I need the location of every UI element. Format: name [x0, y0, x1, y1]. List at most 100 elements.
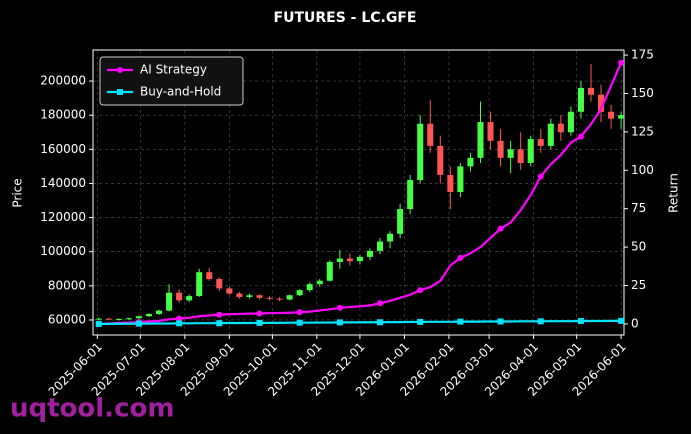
candle-body [618, 115, 625, 119]
candle-body [256, 295, 263, 298]
candle-body [226, 288, 233, 294]
line-marker [618, 317, 625, 324]
line-marker [336, 319, 343, 326]
y-tick-label: 160000 [40, 142, 86, 156]
candle-body [477, 122, 484, 158]
candle-body [377, 241, 384, 251]
y-tick-label: 140000 [40, 176, 86, 190]
y-tick-label: 80000 [48, 278, 86, 292]
candle-body [427, 123, 434, 146]
candle-body [366, 250, 373, 257]
candle-body [336, 258, 343, 262]
series-line [98, 62, 623, 326]
legend-label: Buy-and-Hold [140, 85, 221, 99]
line-marker [256, 310, 263, 317]
candle-body [457, 166, 464, 192]
candle-body [537, 139, 544, 146]
line-marker [497, 225, 504, 232]
candle-body [266, 297, 273, 299]
candle-body [316, 280, 323, 285]
line-marker [618, 59, 625, 66]
candle-body [236, 293, 243, 297]
line-marker [216, 320, 223, 327]
line-marker [176, 315, 183, 322]
line-marker [457, 254, 464, 261]
line-marker [537, 318, 544, 325]
legend: AI Strategy Buy-and-Hold [99, 56, 244, 106]
candle-body [397, 209, 404, 234]
series-line [98, 319, 622, 326]
candle-body [286, 295, 293, 300]
candle-body [507, 149, 514, 158]
line-marker [135, 320, 142, 327]
chart-title: FUTURES - LC.GFE [274, 10, 417, 26]
candle-body [206, 272, 213, 280]
candle-body [326, 261, 333, 281]
y2-tick-label: 175 [631, 48, 654, 62]
candle-body [125, 318, 132, 320]
candle-body [497, 140, 504, 158]
line-marker [497, 318, 504, 325]
line-marker [296, 319, 303, 326]
y2-axis-label: Return [667, 173, 681, 213]
candle-body [216, 279, 223, 289]
line-marker [117, 67, 123, 73]
candle-body [145, 314, 152, 317]
line-marker [577, 133, 584, 140]
y-tick-label: 180000 [40, 108, 86, 122]
candle-body [527, 139, 534, 163]
y-tick-label: 120000 [40, 210, 86, 224]
y2-tick-label: 75 [631, 201, 646, 215]
candle-body [186, 296, 193, 301]
y2-tick-label: 100 [631, 163, 654, 177]
line-marker [377, 300, 384, 307]
candle-body [346, 258, 353, 262]
candle-body [246, 295, 253, 297]
y-tick-label: 100000 [40, 244, 86, 258]
candle-body [577, 87, 584, 112]
candle-body [306, 284, 313, 291]
line-marker [256, 319, 263, 326]
line-marker [457, 318, 464, 325]
watermark: uqtool.com [10, 394, 174, 424]
candle-body [417, 123, 424, 181]
candle-body [296, 290, 303, 296]
candle-body [115, 318, 122, 320]
y-axis-label: Price [11, 178, 25, 207]
candle-body [437, 145, 444, 175]
candle-body [547, 123, 554, 146]
y-tick-label: 60000 [48, 312, 86, 326]
candle-body [487, 122, 494, 141]
candle-body [356, 256, 363, 262]
candle-body [517, 149, 524, 163]
line-marker [216, 311, 223, 318]
plot-frame [92, 49, 625, 336]
candle-body [598, 94, 605, 112]
candle-body [196, 272, 203, 297]
candle-body [387, 233, 394, 242]
candle-body [166, 292, 173, 311]
candle-body [447, 174, 454, 192]
line-marker [577, 318, 584, 325]
candle-body [105, 318, 112, 320]
y2-tick-label: 50 [631, 240, 646, 254]
y2-tick-label: 125 [631, 124, 654, 138]
candle-body [467, 157, 474, 167]
candle-body [407, 180, 414, 210]
candle-body [608, 111, 615, 119]
line-marker [176, 320, 183, 327]
line-marker [117, 89, 123, 95]
candle-body [135, 316, 142, 319]
candle-body [176, 292, 183, 301]
line-marker [95, 320, 102, 327]
line-marker [417, 318, 424, 325]
candle-body [567, 111, 574, 133]
legend-box [99, 56, 244, 106]
candle-body [95, 318, 102, 320]
candle-body [587, 87, 595, 95]
y2-tick-label: 150 [631, 86, 654, 100]
legend-label: AI Strategy [140, 63, 207, 77]
candle-body [557, 123, 564, 133]
line-marker [296, 309, 303, 316]
